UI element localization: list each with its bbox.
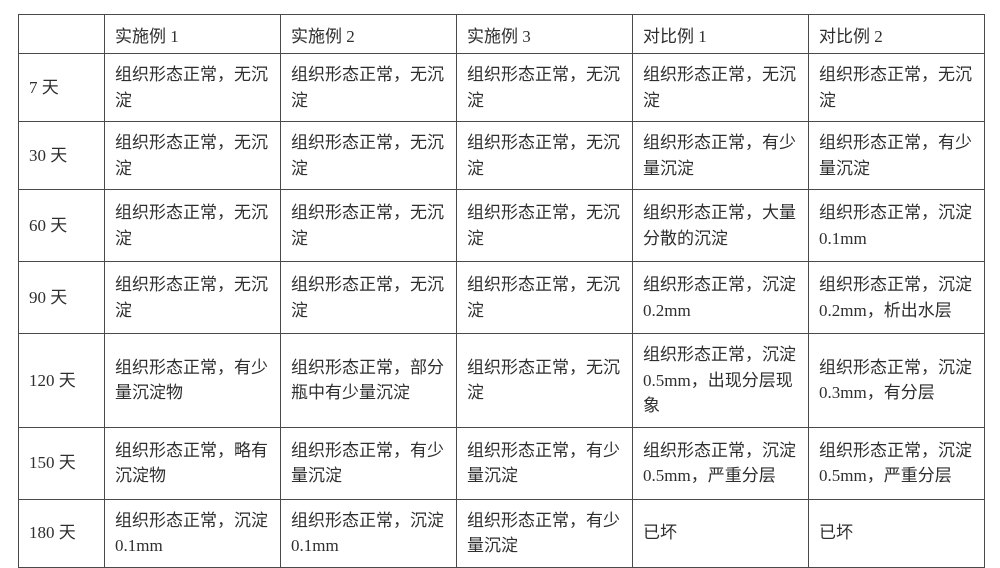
- cell-value: 组织形态正常，无沉淀: [281, 262, 457, 334]
- table-page: { "table": { "border_color": "#4a4a4a", …: [0, 0, 1000, 556]
- table-row: 180 天 组织形态正常，沉淀 0.1mm 组织形态正常，沉淀 0.1mm 组织…: [19, 499, 985, 567]
- cell-value: 组织形态正常，无沉淀: [457, 262, 633, 334]
- table-row: 150 天 组织形态正常，略有沉淀物 组织形态正常，有少量沉淀 组织形态正常，有…: [19, 427, 985, 499]
- cell-value: 组织形态正常，沉淀 0.1mm: [809, 190, 985, 262]
- cell-value: 组织形态正常，沉淀 0.1mm: [105, 499, 281, 567]
- cell-time: 7 天: [19, 54, 105, 122]
- cell-time: 30 天: [19, 122, 105, 190]
- cell-value: 组织形态正常，无沉淀: [809, 54, 985, 122]
- header-row: 实施例 1 实施例 2 实施例 3 对比例 1 对比例 2: [19, 15, 985, 54]
- cell-value: 组织形态正常，略有沉淀物: [105, 427, 281, 499]
- cell-value: 组织形态正常，沉淀 0.2mm，析出水层: [809, 262, 985, 334]
- cell-value: 组织形态正常，沉淀 0.5mm，严重分层: [809, 427, 985, 499]
- cell-value: 已坏: [809, 499, 985, 567]
- table-row: 60 天 组织形态正常，无沉淀 组织形态正常，无沉淀 组织形态正常，无沉淀 组织…: [19, 190, 985, 262]
- table-row: 30 天 组织形态正常，无沉淀 组织形态正常，无沉淀 组织形态正常，无沉淀 组织…: [19, 122, 985, 190]
- cell-value: 组织形态正常，无沉淀: [281, 54, 457, 122]
- cell-value: 组织形态正常，无沉淀: [457, 334, 633, 428]
- cell-time: 90 天: [19, 262, 105, 334]
- header-cell-cmp2: 对比例 2: [809, 15, 985, 54]
- cell-value: 组织形态正常，无沉淀: [281, 122, 457, 190]
- cell-value: 组织形态正常，无沉淀: [105, 262, 281, 334]
- header-cell-ex1: 实施例 1: [105, 15, 281, 54]
- cell-value: 组织形态正常，沉淀 0.5mm，出现分层现象: [633, 334, 809, 428]
- cell-value: 组织形态正常，有少量沉淀: [633, 122, 809, 190]
- cell-value: 组织形态正常，沉淀 0.1mm: [281, 499, 457, 567]
- cell-value: 组织形态正常，沉淀 0.5mm，严重分层: [633, 427, 809, 499]
- cell-value: 组织形态正常，沉淀 0.2mm: [633, 262, 809, 334]
- cell-time: 180 天: [19, 499, 105, 567]
- cell-value: 组织形态正常，大量分散的沉淀: [633, 190, 809, 262]
- header-cell-time: [19, 15, 105, 54]
- cell-value: 组织形态正常，有少量沉淀: [809, 122, 985, 190]
- cell-time: 150 天: [19, 427, 105, 499]
- cell-value: 组织形态正常，有少量沉淀: [457, 427, 633, 499]
- results-table: 实施例 1 实施例 2 实施例 3 对比例 1 对比例 2 7 天 组织形态正常…: [18, 14, 985, 568]
- cell-value: 已坏: [633, 499, 809, 567]
- cell-value: 组织形态正常，无沉淀: [105, 190, 281, 262]
- cell-time: 60 天: [19, 190, 105, 262]
- cell-value: 组织形态正常，无沉淀: [105, 54, 281, 122]
- table-row: 120 天 组织形态正常，有少量沉淀物 组织形态正常，部分瓶中有少量沉淀 组织形…: [19, 334, 985, 428]
- cell-value: 组织形态正常，沉淀 0.3mm，有分层: [809, 334, 985, 428]
- cell-value: 组织形态正常，无沉淀: [105, 122, 281, 190]
- cell-value: 组织形态正常，无沉淀: [633, 54, 809, 122]
- table-row: 90 天 组织形态正常，无沉淀 组织形态正常，无沉淀 组织形态正常，无沉淀 组织…: [19, 262, 985, 334]
- cell-value: 组织形态正常，有少量沉淀物: [105, 334, 281, 428]
- cell-value: 组织形态正常，无沉淀: [281, 190, 457, 262]
- cell-value: 组织形态正常，无沉淀: [457, 190, 633, 262]
- cell-time: 120 天: [19, 334, 105, 428]
- cell-value: 组织形态正常，部分瓶中有少量沉淀: [281, 334, 457, 428]
- cell-value: 组织形态正常，有少量沉淀: [457, 499, 633, 567]
- header-cell-ex3: 实施例 3: [457, 15, 633, 54]
- cell-value: 组织形态正常，无沉淀: [457, 122, 633, 190]
- table-row: 7 天 组织形态正常，无沉淀 组织形态正常，无沉淀 组织形态正常，无沉淀 组织形…: [19, 54, 985, 122]
- cell-value: 组织形态正常，有少量沉淀: [281, 427, 457, 499]
- header-cell-ex2: 实施例 2: [281, 15, 457, 54]
- header-cell-cmp1: 对比例 1: [633, 15, 809, 54]
- cell-value: 组织形态正常，无沉淀: [457, 54, 633, 122]
